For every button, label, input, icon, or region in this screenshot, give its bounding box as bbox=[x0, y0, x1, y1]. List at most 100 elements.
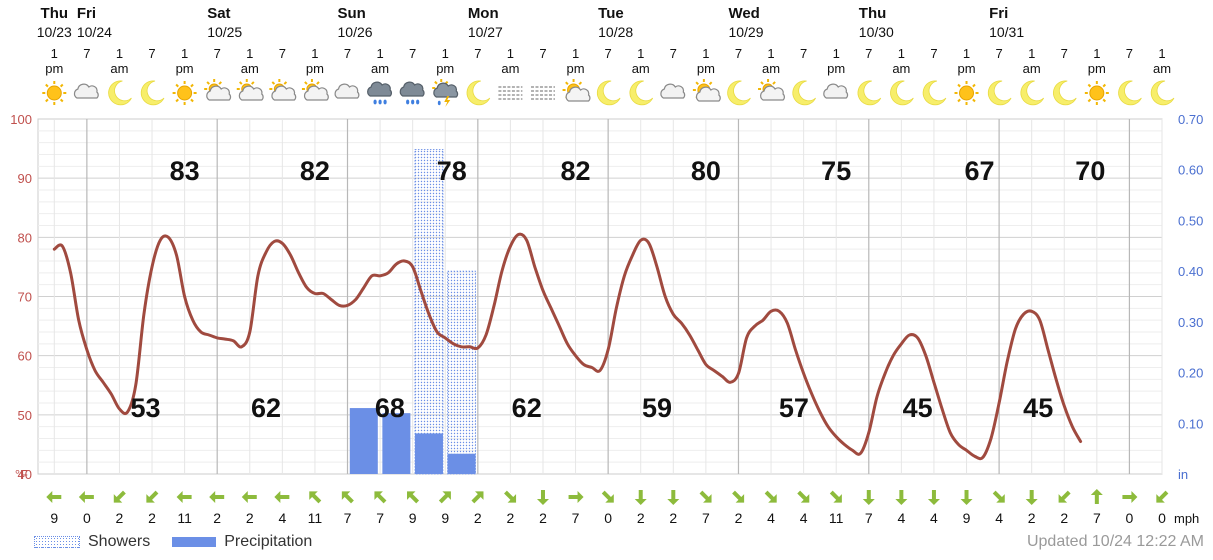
wind-arrow-shape bbox=[78, 491, 94, 503]
wind-speed-label: 7 bbox=[702, 510, 710, 526]
fog-icon bbox=[530, 86, 555, 100]
wind-arrow-icon bbox=[536, 490, 549, 505]
moon-icon bbox=[466, 80, 491, 106]
hour-label: 1 bbox=[572, 46, 579, 61]
day-date: 10/28 bbox=[598, 24, 633, 40]
wind-arrow-shape bbox=[241, 491, 257, 503]
wind-speed-label: 0 bbox=[1158, 510, 1166, 526]
low-temp-label: 45 bbox=[1023, 393, 1053, 423]
hour-ampm-label: pm bbox=[45, 61, 63, 76]
wind-arrow-shape bbox=[1090, 489, 1103, 504]
sun-ray bbox=[565, 81, 569, 86]
wind-speed-label: 0 bbox=[604, 510, 612, 526]
moon-shape bbox=[466, 80, 491, 106]
moon-shape bbox=[629, 80, 654, 106]
sun-ray bbox=[1087, 98, 1092, 103]
wind-speed-label: 2 bbox=[1028, 510, 1036, 526]
wind-arrow-icon bbox=[113, 490, 126, 503]
wind-arrow-icon bbox=[634, 490, 647, 505]
hour-label: 1 bbox=[1158, 46, 1165, 61]
wind-arrow-shape bbox=[274, 491, 290, 503]
hour-label: 1 bbox=[116, 46, 123, 61]
wind-arrow-shape bbox=[667, 490, 680, 505]
hour-ampm-label: pm bbox=[827, 61, 845, 76]
day-date: 10/27 bbox=[468, 24, 503, 40]
wind-speed-label: 9 bbox=[50, 510, 58, 526]
hour-ampm-label: pm bbox=[306, 61, 324, 76]
moon-icon bbox=[1053, 80, 1077, 106]
moon-shape bbox=[1053, 80, 1077, 106]
wind-arrow-shape bbox=[601, 490, 614, 503]
left-axis-tick: 70 bbox=[18, 290, 32, 305]
cloud-shape bbox=[433, 82, 459, 98]
high-temp-label: 75 bbox=[821, 156, 851, 186]
hour-label: 7 bbox=[670, 46, 677, 61]
wind-speed-label: 7 bbox=[376, 510, 384, 526]
moon-shape bbox=[596, 80, 621, 106]
moon-icon bbox=[596, 80, 621, 106]
wind-arrow-icon bbox=[927, 490, 940, 505]
wind-unit-label: mph bbox=[1174, 511, 1199, 526]
wind-arrow-icon bbox=[176, 491, 192, 503]
right-axis-tick: 0.20 bbox=[1178, 366, 1203, 381]
hour-label: 1 bbox=[1028, 46, 1035, 61]
sun-ray bbox=[271, 81, 276, 85]
left-axis-tick: 40 bbox=[18, 467, 32, 482]
day-name: Mon bbox=[468, 5, 499, 22]
wind-arrow-icon bbox=[699, 490, 712, 503]
hour-label: 7 bbox=[1061, 46, 1068, 61]
day-name: Fri bbox=[989, 5, 1008, 22]
rain-drop bbox=[411, 99, 415, 105]
wind-speed-label: 11 bbox=[829, 510, 844, 526]
cloud-shape bbox=[823, 83, 849, 99]
wind-arrow-icon bbox=[568, 491, 584, 503]
wind-speed-label: 11 bbox=[177, 510, 192, 526]
wind-arrow-shape bbox=[732, 490, 745, 503]
wind-arrow-icon bbox=[471, 491, 484, 504]
sun-ray bbox=[1087, 83, 1092, 88]
wind-speed-label: 7 bbox=[865, 510, 873, 526]
day-name: Thu bbox=[41, 5, 69, 22]
hour-label: 7 bbox=[344, 46, 351, 61]
wind-arrow-shape bbox=[1058, 490, 1071, 503]
hour-label: 7 bbox=[539, 46, 546, 61]
precipitation-bar bbox=[349, 408, 378, 474]
wind-arrow-icon bbox=[1058, 490, 1071, 503]
sun-ray bbox=[251, 81, 255, 85]
hour-label: 7 bbox=[800, 46, 807, 61]
rain-cloud-icon bbox=[367, 81, 392, 105]
precipitation-legend-swatch bbox=[172, 537, 217, 547]
wind-arrow-icon bbox=[46, 491, 62, 503]
high-temp-label: 80 bbox=[691, 156, 721, 186]
showers-legend-label: Showers bbox=[88, 533, 151, 550]
wind-speed-label: 2 bbox=[507, 510, 515, 526]
rain-cloud-icon bbox=[399, 81, 425, 105]
high-temp-label: 82 bbox=[561, 156, 591, 186]
sunny-icon bbox=[172, 81, 197, 105]
hour-label: 1 bbox=[311, 46, 318, 61]
cloud-shape bbox=[206, 85, 232, 101]
hour-ampm-label: am bbox=[762, 61, 780, 76]
sun-ray bbox=[957, 83, 961, 88]
wind-arrow-shape bbox=[374, 491, 387, 504]
sun-ray bbox=[45, 98, 49, 103]
wind-arrow-icon bbox=[797, 490, 810, 503]
moon-icon bbox=[1020, 80, 1045, 106]
hour-label: 1 bbox=[833, 46, 840, 61]
wind-arrow-shape bbox=[797, 490, 810, 503]
wind-arrow-icon bbox=[992, 490, 1005, 503]
high-temp-label: 78 bbox=[437, 156, 467, 186]
high-temp-label: 82 bbox=[300, 156, 330, 186]
wind-arrow-icon bbox=[1122, 491, 1138, 503]
moon-icon bbox=[629, 80, 654, 106]
wind-arrow-icon bbox=[1156, 490, 1169, 503]
partly-cloudy-icon bbox=[236, 79, 264, 101]
wind-speed-label: 2 bbox=[669, 510, 677, 526]
wind-speed-label: 7 bbox=[572, 510, 580, 526]
hour-ampm-label: pm bbox=[176, 61, 194, 76]
sun-ray bbox=[972, 83, 976, 88]
wind-arrow-shape bbox=[960, 490, 973, 505]
moon-icon bbox=[1150, 80, 1175, 106]
wind-arrow-shape bbox=[992, 490, 1005, 503]
wind-arrow-icon bbox=[601, 490, 614, 503]
